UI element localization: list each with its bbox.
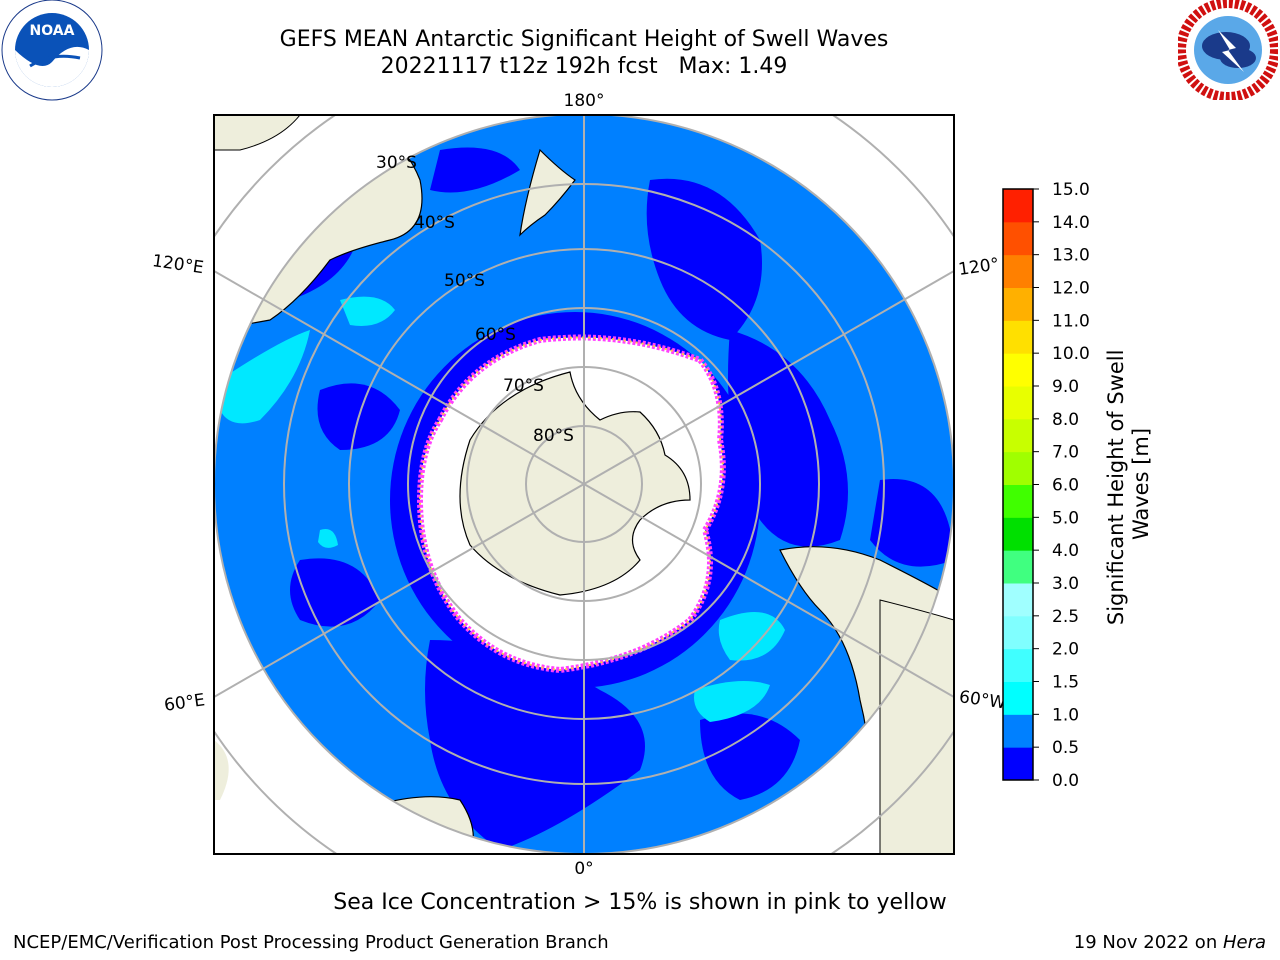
colorbar-tick-label: 15.0	[1052, 180, 1090, 200]
colorbar-swatch	[1003, 287, 1033, 321]
colorbar-swatch	[1003, 517, 1033, 551]
colorbar-swatch	[1003, 747, 1033, 781]
lat-label-70s: 70°S	[503, 376, 544, 396]
colorbar-swatch	[1003, 320, 1033, 354]
colorbar-tick-label: 4.0	[1052, 541, 1079, 561]
colorbar-tick-label: 11.0	[1052, 311, 1090, 331]
colorbar-swatch	[1003, 550, 1033, 584]
longitude-gridlines	[214, 115, 954, 854]
host-name: Hera	[1222, 932, 1266, 953]
colorbar-swatch	[1003, 418, 1033, 453]
sea-ice-caption: Sea Ice Concentration > 15% is shown in …	[333, 890, 947, 915]
colorbar-label: Significant Height of Swell Waves [m]	[1104, 343, 1153, 625]
colorbar-swatch	[1003, 583, 1033, 617]
lat-label-40s: 40°S	[414, 213, 455, 233]
colorbar-tick-label: 0.0	[1052, 771, 1079, 791]
colorbar-tick-label: 2.5	[1052, 607, 1079, 627]
colorbar-tick-label: 10.0	[1052, 344, 1090, 364]
noaa-logo: NOAA	[1, 0, 103, 101]
colorbar-tick-label: 8.0	[1052, 410, 1079, 430]
colorbar-swatch	[1003, 451, 1033, 485]
colorbar-tick-label: 7.0	[1052, 443, 1079, 463]
high-swell-areas	[220, 296, 785, 722]
chart-title: GEFS MEAN Antarctic Significant Height o…	[279, 27, 889, 52]
colorbar-swatch	[1003, 221, 1033, 256]
lon-label-0: 0°	[574, 859, 593, 879]
lat-label-80s: 80°S	[533, 426, 574, 446]
colorbar-swatch	[1003, 254, 1033, 288]
colorbar-swatch	[1003, 189, 1033, 223]
antarctica-land	[459, 371, 691, 596]
colorbar-tick-label: 1.5	[1052, 673, 1079, 693]
colorbar-swatches	[1003, 189, 1033, 781]
colorbar-tick-label: 6.0	[1052, 476, 1079, 496]
colorbar-tick-label: 9.0	[1052, 377, 1079, 397]
colorbar-tick-label: 0.5	[1052, 738, 1079, 758]
lat-label-30s: 30°S	[376, 153, 417, 173]
colorbar-swatch	[1003, 615, 1033, 650]
lat-label-50s: 50°S	[444, 271, 485, 291]
new-zealand-land	[519, 148, 576, 237]
colorbar-swatch	[1003, 386, 1033, 420]
chart-subtitle: 20221117 t12z 192h fcst Max: 1.49	[380, 54, 788, 79]
colorbar-swatch	[1003, 681, 1033, 715]
colorbar-tick-label: 1.0	[1052, 705, 1079, 725]
colorbar-swatch	[1003, 353, 1033, 387]
noaa-logo-text: NOAA	[30, 23, 75, 39]
colorbar-swatch	[1003, 714, 1033, 748]
colorbar-tick-label: 13.0	[1052, 246, 1090, 266]
colorbar-tick-label: 2.0	[1052, 640, 1079, 660]
colorbar-tick-label: 12.0	[1052, 279, 1090, 299]
lat-label-60s: 60°S	[475, 325, 516, 345]
credit-text: NCEP/EMC/Verification Post Processing Pr…	[13, 932, 609, 953]
map-frame	[213, 114, 955, 855]
lon-label-180: 180°	[564, 91, 605, 111]
nws-logo	[1178, 0, 1278, 100]
colorbar-tick-label: 5.0	[1052, 508, 1079, 528]
colorbar-tick-label: 3.0	[1052, 574, 1079, 594]
colorbar-swatch	[1003, 484, 1033, 518]
date-stamp: 19 Nov 2022 on Hera	[1074, 932, 1266, 953]
date-text: 19 Nov 2022 on	[1073, 932, 1223, 953]
colorbar-tick-label: 14.0	[1052, 213, 1090, 233]
colorbar-swatch	[1003, 648, 1033, 682]
